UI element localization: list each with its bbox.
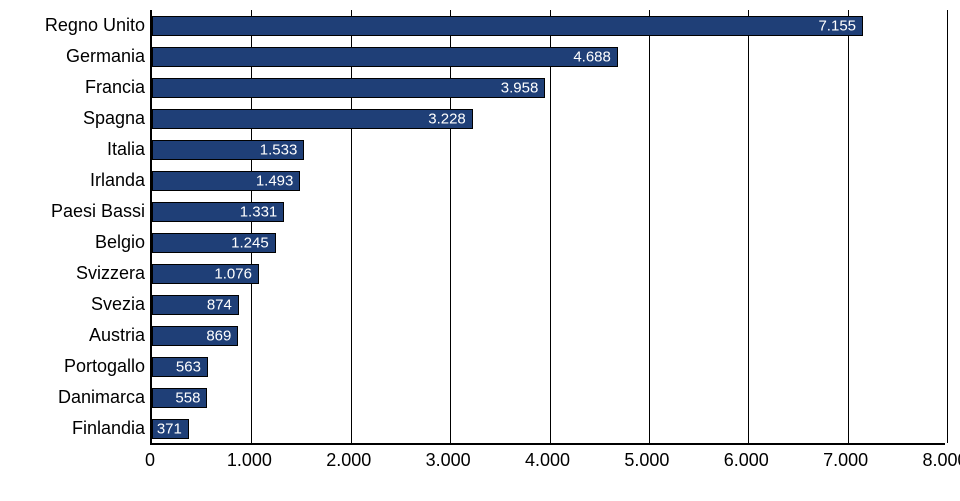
bar-row: 558 bbox=[152, 382, 945, 413]
bar-value-label: 1.493 bbox=[256, 172, 294, 189]
bar: 1.493 bbox=[152, 171, 300, 191]
bar: 4.688 bbox=[152, 47, 618, 67]
bar-row: 3.228 bbox=[152, 103, 945, 134]
bar: 1.245 bbox=[152, 233, 276, 253]
bar: 1.076 bbox=[152, 264, 259, 284]
bar-row: 1.493 bbox=[152, 165, 945, 196]
bar-row: 371 bbox=[152, 413, 945, 444]
y-axis-label: Francia bbox=[85, 72, 145, 103]
bar: 7.155 bbox=[152, 16, 863, 36]
y-axis-label: Austria bbox=[89, 320, 145, 351]
bar-row: 4.688 bbox=[152, 41, 945, 72]
bar: 3.958 bbox=[152, 78, 545, 98]
x-tick-label: 4.000 bbox=[525, 450, 570, 471]
bar: 558 bbox=[152, 388, 207, 408]
bar-row: 1.331 bbox=[152, 196, 945, 227]
y-axis-label: Regno Unito bbox=[45, 10, 145, 41]
bar-value-label: 563 bbox=[176, 358, 201, 375]
y-axis-label: Spagna bbox=[83, 103, 145, 134]
x-tick-label: 7.000 bbox=[823, 450, 868, 471]
bar-row: 563 bbox=[152, 351, 945, 382]
bar-row: 1.076 bbox=[152, 258, 945, 289]
bar-value-label: 1.533 bbox=[260, 141, 298, 158]
bar: 3.228 bbox=[152, 109, 473, 129]
y-axis-label: Svezia bbox=[91, 289, 145, 320]
bar-value-label: 7.155 bbox=[818, 17, 856, 34]
bar-value-label: 1.245 bbox=[231, 234, 269, 251]
chart-container: 7.155 4.688 3.958 3.228 1.533 1.493 1.331 1.245… bbox=[0, 10, 960, 491]
y-axis-label: Finlandia bbox=[72, 413, 145, 444]
x-tick-label: 0 bbox=[145, 450, 155, 471]
x-tick-label: 3.000 bbox=[426, 450, 471, 471]
bar-row: 3.958 bbox=[152, 72, 945, 103]
bar-row: 874 bbox=[152, 289, 945, 320]
bar-value-label: 874 bbox=[207, 296, 232, 313]
plot-area: 7.155 4.688 3.958 3.228 1.533 1.493 1.331 1.245… bbox=[150, 10, 945, 445]
bar-value-label: 1.331 bbox=[240, 203, 278, 220]
bar-value-label: 3.958 bbox=[501, 79, 539, 96]
x-tick-label: 6.000 bbox=[724, 450, 769, 471]
bar-value-label: 4.688 bbox=[573, 48, 611, 65]
bar-value-label: 869 bbox=[206, 327, 231, 344]
bar-value-label: 558 bbox=[175, 389, 200, 406]
bar-row: 7.155 bbox=[152, 10, 945, 41]
bar: 563 bbox=[152, 357, 208, 377]
x-tick-label: 2.000 bbox=[326, 450, 371, 471]
x-tick-label: 1.000 bbox=[227, 450, 272, 471]
y-axis-label: Italia bbox=[107, 134, 145, 165]
y-axis-label: Svizzera bbox=[76, 258, 145, 289]
y-axis-label: Danimarca bbox=[58, 382, 145, 413]
y-axis-label: Germania bbox=[66, 41, 145, 72]
bar: 874 bbox=[152, 295, 239, 315]
y-axis-label: Paesi Bassi bbox=[51, 196, 145, 227]
bar: 1.331 bbox=[152, 202, 284, 222]
x-tick-label: 5.000 bbox=[624, 450, 669, 471]
y-axis-label: Belgio bbox=[95, 227, 145, 258]
bar-value-label: 371 bbox=[157, 420, 182, 437]
bar-value-label: 1.076 bbox=[214, 265, 252, 282]
y-axis-label: Irlanda bbox=[90, 165, 145, 196]
bar-row: 1.245 bbox=[152, 227, 945, 258]
bar: 1.533 bbox=[152, 140, 304, 160]
bar-row: 1.533 bbox=[152, 134, 945, 165]
gridline bbox=[947, 10, 948, 443]
bar: 371 bbox=[152, 419, 189, 439]
bar: 869 bbox=[152, 326, 238, 346]
x-tick-label: 8.000 bbox=[922, 450, 960, 471]
bar-row: 869 bbox=[152, 320, 945, 351]
bar-value-label: 3.228 bbox=[428, 110, 466, 127]
y-axis-label: Portogallo bbox=[64, 351, 145, 382]
